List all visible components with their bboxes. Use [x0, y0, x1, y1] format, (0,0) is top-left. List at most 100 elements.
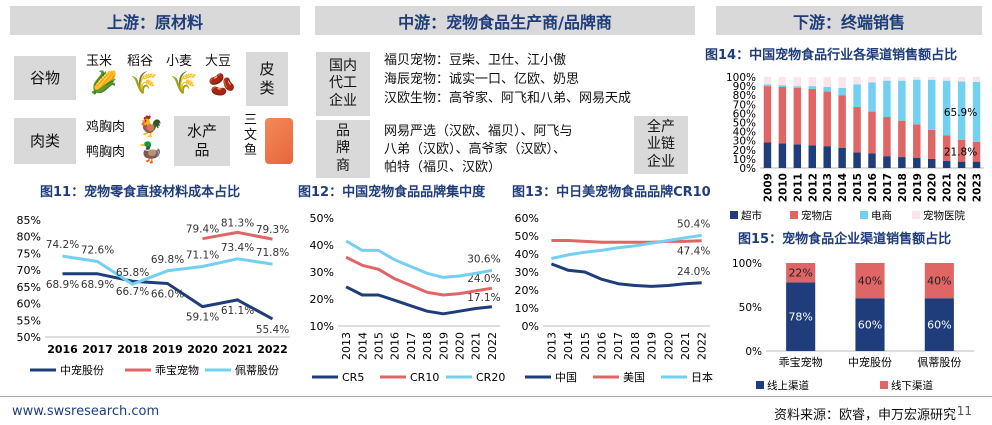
bar-宠物店: [793, 87, 802, 145]
data-label: 17.1%: [467, 292, 500, 304]
bar-data-label: 60%: [858, 319, 882, 332]
bar-data-label: 60%: [927, 319, 951, 332]
y-tick-label: 50%: [739, 302, 762, 314]
chart-15: 0% 50% 100% 78% 22% 乖宝宠物 60% 40% 中宠股份 60% 40% 佩蒂股份线…: [732, 258, 974, 392]
legend-swatch: [880, 381, 888, 389]
data-label: 68.9%: [46, 279, 79, 291]
oem-label: 国内 代工 企业: [316, 52, 370, 116]
y-tick-label: 10%: [733, 154, 756, 166]
bar-宠物医院: [928, 77, 936, 80]
x-tick-label: 2015: [373, 332, 386, 360]
x-tick-label: 2016: [389, 332, 402, 360]
bar-电商: [853, 84, 861, 108]
legend-label: 宠物店: [801, 209, 833, 222]
y-tick-label: 20%: [310, 293, 334, 306]
x-tick-label: 2018: [897, 173, 909, 202]
grain-label: 谷物: [14, 56, 76, 100]
data-label: 68.9%: [81, 279, 114, 291]
x-tick-label: 2021: [679, 332, 692, 360]
x-tick-label: 2019: [152, 343, 183, 356]
bar-宠物医院: [972, 77, 981, 82]
legend-label: 乖宝宠物: [155, 363, 199, 377]
oem-line-3: 汉欧生物：高爷家、阿飞和八弟、网易天成: [384, 91, 632, 106]
bar-宠物店: [838, 95, 846, 148]
x-tick-label: 2022: [696, 332, 709, 360]
bar-宠物医院: [868, 77, 876, 83]
bar-宠物店: [913, 124, 921, 158]
legend-label: CR10: [410, 371, 439, 384]
fullchain-label: 全产 业链 企业: [634, 116, 688, 174]
y-tick-label: 70%: [733, 99, 756, 111]
bar-超市: [972, 161, 981, 168]
bar-线上渠道: [924, 298, 954, 351]
data-label: 61.1%: [221, 305, 254, 317]
bar-线上渠道: [855, 298, 885, 351]
bar-电商: [823, 87, 831, 92]
y-tick-label: 50%: [310, 212, 334, 225]
bar-线下渠道: [924, 263, 954, 299]
bar-线上渠道: [786, 282, 816, 351]
legend-swatch: [860, 211, 868, 219]
bar-宠物医院: [942, 77, 951, 81]
bar-超市: [778, 143, 787, 168]
bar-宠物店: [808, 88, 816, 146]
series-line-乖宝宠物: [202, 230, 273, 241]
grain-item-wheat: 小麦: [166, 54, 193, 69]
footer-divider: [0, 396, 992, 397]
bar-宠物店: [763, 86, 772, 143]
legend-label: CR5: [342, 371, 364, 384]
chart-14: 0%10%20%30%40%50%60%70%80%90%100%2009 201…: [726, 72, 984, 222]
x-tick-label: 2021: [942, 173, 954, 202]
x-tick-label: 2014: [356, 332, 369, 360]
chart-13: 0% 10% 20% 30% 40% 50% 60% 2013 2014 2015 2016 2017…: [515, 212, 713, 384]
y-tick-label: 0%: [522, 320, 539, 333]
bar-电商: [898, 80, 906, 121]
series-line-中国: [550, 262, 702, 288]
y-tick-label: 90%: [733, 81, 756, 93]
brand-line-3: 帕特（福贝、汉欧）: [384, 160, 502, 175]
bar-超市: [957, 161, 966, 168]
grain-item-rice: 稻谷: [127, 54, 154, 69]
y-tick-label: 10%: [515, 302, 539, 315]
bar-宠物医院: [898, 77, 906, 81]
grain-item-corn: 玉米: [86, 54, 113, 69]
midstream-header: 中游：宠物食品生产商/品牌商: [315, 6, 695, 35]
legend-label: 宠物医院: [923, 209, 965, 222]
x-tick-label: 2019: [912, 173, 924, 202]
bar-超市: [838, 147, 846, 168]
meat-item-duck: 鸭胸肉: [86, 145, 126, 160]
x-tick-label: 2013: [545, 332, 558, 360]
bar-宠物店: [942, 135, 951, 161]
bar-超市: [763, 142, 772, 168]
x-tick-label: 2021: [470, 332, 483, 360]
chart-15-title: 图15：宠物食品企业渠道销售额占比: [738, 232, 952, 247]
bar-宠物医院: [808, 77, 816, 87]
salmon-icon: [265, 118, 293, 164]
y-tick-label: 10%: [310, 320, 334, 333]
bar-电商: [883, 80, 891, 118]
aquatic-label: 水产 品: [174, 116, 230, 166]
bar-宠物店: [853, 107, 861, 153]
x-tick-label: 2019: [646, 332, 659, 360]
x-tick-label: 2022: [957, 173, 969, 202]
y-tick-label: 70%: [17, 264, 41, 277]
y-tick-label: 100%: [726, 72, 756, 84]
salmon-label: 三 文 鱼: [244, 113, 258, 158]
wheat-icon: 🌾: [170, 71, 198, 96]
bar-超市: [808, 145, 816, 168]
legend-label: 超市: [741, 209, 762, 222]
y-tick-label: 20%: [733, 145, 756, 157]
chart-14-title: 图14：中国宠物食品行业各渠道销售额占比: [705, 48, 958, 63]
bar-宠物店: [972, 141, 981, 162]
series-line-CR20: [345, 239, 493, 279]
bar-电商: [808, 86, 816, 89]
bar-超市: [913, 157, 921, 168]
data-label: 79.3%: [256, 224, 289, 236]
meat-label: 肉类: [14, 118, 76, 164]
bar-线下渠道: [855, 263, 885, 299]
data-label: 24.0%: [467, 273, 500, 285]
bar-宠物店: [823, 91, 831, 147]
upstream-header: 上游：原材料: [10, 6, 300, 35]
brand-line-2: 八弟（汉欧）、高爷家（汉欧）、: [384, 142, 567, 157]
chart-12: 10%20%30%40%50%2013 2014 2015 2016 2017 2018 2…: [310, 212, 505, 384]
